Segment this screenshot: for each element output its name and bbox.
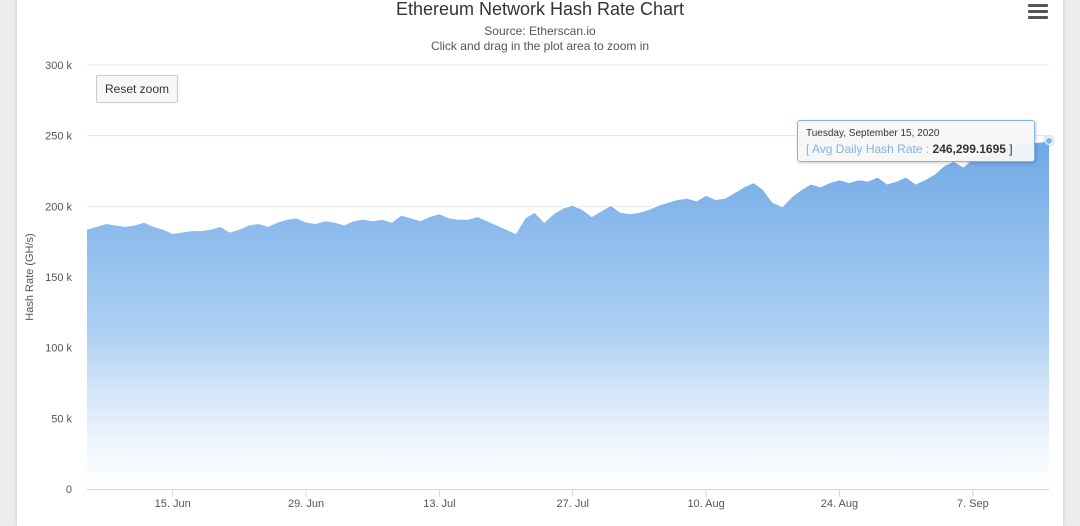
x-tick-label: 7. Sep [957, 498, 989, 510]
x-tick-label: 29. Jun [288, 498, 324, 510]
y-tick-label: 150 k [45, 272, 72, 284]
tooltip-date: Tuesday, September 15, 2020 [806, 128, 940, 139]
data-tooltip: Tuesday, September 15, 2020 [ Avg Daily … [797, 120, 1035, 162]
tooltip-line: [ Avg Daily Hash Rate : 246,299.1695 ] [806, 142, 1013, 156]
menu-bar-top [1028, 4, 1048, 7]
y-tick-label: 250 k [45, 131, 72, 143]
x-tick-label: 15. Jun [155, 498, 191, 510]
y-tick-label: 0 [66, 484, 72, 496]
x-tick-label: 13. Jul [423, 498, 455, 510]
hash-rate-line [86, 140, 1050, 235]
tooltip-series-label: Avg Daily Hash Rate : [812, 142, 930, 156]
menu-bar-middle [1028, 10, 1048, 13]
reset-zoom-button[interactable]: Reset zoom [96, 75, 178, 103]
tooltip-open-bracket: [ [806, 142, 810, 156]
y-axis-label: Hash Rate (GH/s) [24, 233, 36, 320]
chart-subtitle-source: Source: Etherscan.io [484, 24, 596, 38]
chart-title: Ethereum Network Hash Rate Chart [395, 0, 685, 19]
x-tick-label: 24. Aug [821, 498, 858, 510]
y-tick-label: 100 k [45, 343, 72, 355]
tooltip-close-bracket: ] [1009, 142, 1013, 156]
hover-point-marker[interactable] [1045, 136, 1053, 145]
y-tick-label: 200 k [45, 201, 72, 213]
x-tick-label: 10. Aug [687, 498, 724, 510]
x-tick-label: 27. Jul [557, 498, 589, 510]
chart-subtitle-hint: Click and drag in the plot area to zoom … [430, 39, 650, 53]
y-tick-label: 300 k [45, 60, 72, 72]
menu-bar-bottom [1028, 16, 1048, 19]
hash-rate-area [87, 140, 1049, 489]
y-tick-label: 50 k [51, 413, 72, 425]
tooltip-value: 246,299.1695 [932, 142, 1006, 156]
hamburger-menu-icon[interactable] [1028, 4, 1048, 20]
